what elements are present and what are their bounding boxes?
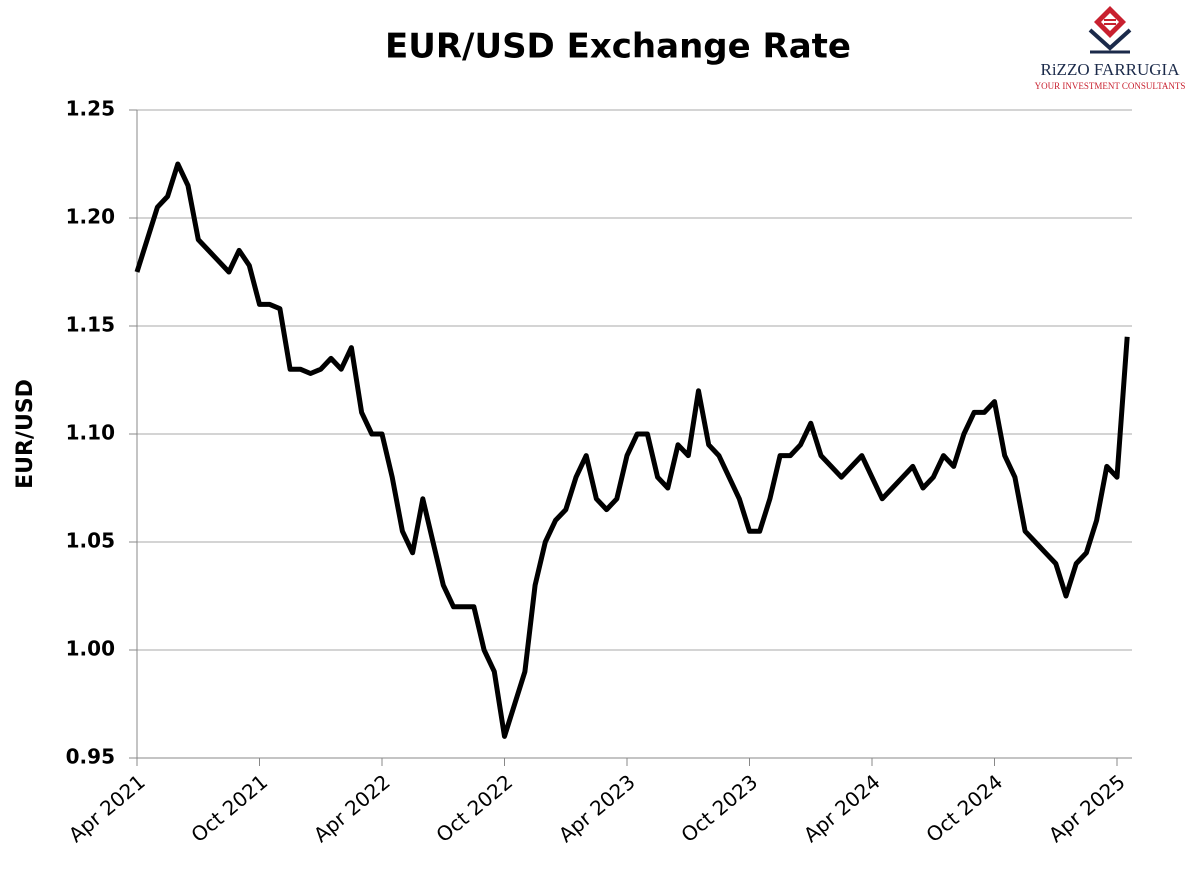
x-tick-label: Oct 2024 [921, 770, 1007, 847]
y-tick-label: 1.00 [66, 637, 115, 661]
logo-name: RiZZO FARRUGIA [1041, 60, 1181, 79]
x-tick-label: Apr 2025 [1044, 770, 1130, 847]
y-tick-label: 1.25 [66, 97, 115, 121]
x-tick-label: Oct 2022 [431, 770, 517, 847]
x-tick-label: Apr 2024 [799, 770, 885, 847]
y-axis-label: EUR/USD [13, 379, 38, 489]
y-tick-label: 1.20 [66, 205, 115, 229]
chart-title: EUR/USD Exchange Rate [385, 27, 851, 67]
x-tick-label: Oct 2023 [676, 770, 762, 847]
y-tick-label: 1.05 [66, 529, 115, 553]
line-series [134, 161, 1130, 739]
logo-icon [1088, 6, 1132, 54]
y-tick-label: 1.10 [66, 421, 115, 445]
y-tick-label: 0.95 [66, 745, 115, 769]
x-tick-label: Apr 2022 [309, 770, 395, 847]
x-tick-label: Apr 2021 [64, 770, 150, 847]
x-tick-label: Oct 2021 [186, 770, 272, 847]
logo-tagline: YOUR INVESTMENT CONSULTANTS [1035, 81, 1186, 91]
y-tick-label: 1.15 [66, 313, 115, 337]
x-tick-label: Apr 2023 [554, 770, 640, 847]
